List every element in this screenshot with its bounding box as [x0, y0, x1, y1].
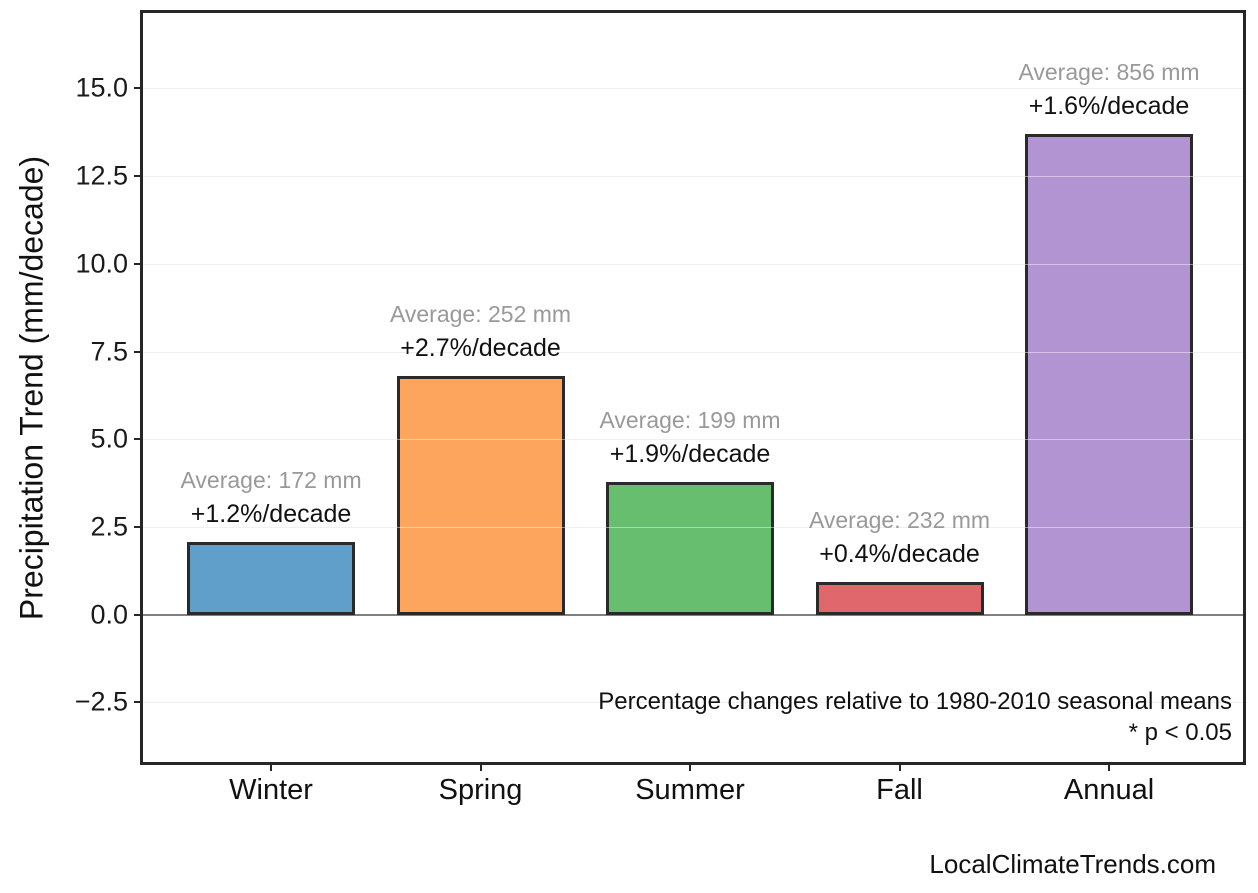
average-label: Average: 252 mm: [389, 301, 572, 328]
x-tick-label-fall: Fall: [876, 774, 923, 806]
bar-annotation-annual: Average: 856 mm +1.6%/decade: [899, 58, 1243, 122]
grid-line-overlay: [143, 439, 1243, 441]
grid-line: [143, 439, 1243, 441]
x-tick-label-spring: Spring: [438, 774, 523, 806]
trend-label: +2.7%/decade: [400, 334, 561, 363]
grid-line-overlay: [143, 176, 1243, 178]
trend-label: +0.4%/decade: [819, 540, 980, 569]
plot-frame: Average: 172 mm +1.2%/decade Average: 252 …: [140, 10, 1246, 765]
grid-line-overlay: [143, 702, 1243, 704]
average-label: Average: 856 mm: [1018, 59, 1200, 86]
plot-area: Average: 172 mm +1.2%/decade Average: 252 …: [143, 13, 1243, 762]
grid-line-overlay: [143, 263, 1243, 265]
y-tick-mark: [134, 438, 143, 441]
y-tick-label: 0.0: [90, 599, 128, 630]
y-tick-mark: [134, 175, 143, 178]
y-tick-mark: [134, 613, 143, 616]
y-tick-mark: [134, 262, 143, 265]
grid-line: [143, 702, 1243, 704]
y-tick-mark: [134, 350, 143, 353]
x-tick-mark: [479, 762, 482, 771]
y-tick-label: 5.0: [90, 423, 128, 454]
bar-annotation-summer: Average: 199 mm +1.9%/decade: [480, 406, 900, 470]
average-label: Average: 232 mm: [808, 507, 991, 534]
bar-annotation-spring: Average: 252 mm +2.7%/decade: [271, 300, 691, 364]
x-tick-mark: [270, 762, 273, 771]
trend-label: +1.2%/decade: [190, 500, 352, 529]
x-tick-label-annual: Annual: [1063, 774, 1155, 806]
grid-line: [143, 263, 1243, 265]
watermark: LocalClimateTrends.com: [929, 849, 1216, 879]
grid-line: [143, 88, 1243, 90]
x-tick-mark: [689, 762, 692, 771]
y-tick-label: 2.5: [90, 511, 128, 542]
grid-line: [143, 351, 1243, 353]
grid-line-overlay: [143, 351, 1243, 353]
grid-line: [143, 176, 1243, 178]
trend-label: +1.9%/decade: [609, 440, 771, 469]
plot-notes: Percentage changes relative to 1980-2010…: [598, 686, 1232, 748]
bar-annotation-fall: Average: 232 mm +0.4%/decade: [690, 506, 1110, 570]
y-tick-label: 7.5: [90, 336, 128, 367]
x-tick-label-summer: Summer: [635, 774, 745, 806]
bar-annual: [1025, 134, 1193, 615]
y-tick-mark: [134, 87, 143, 90]
x-tick-mark: [1108, 762, 1111, 771]
y-tick-label: 12.5: [75, 160, 128, 191]
zero-line: [143, 613, 1243, 616]
y-axis-title: Precipitation Trend (mm/decade): [13, 155, 50, 621]
average-label: Average: 199 mm: [599, 407, 781, 434]
bar-annotation-winter: Average: 172 mm +1.2%/decade: [143, 466, 481, 530]
y-tick-mark: [134, 525, 143, 528]
bar-spring: [396, 376, 565, 615]
x-tick-label-winter: Winter: [229, 774, 313, 806]
x-tick-mark: [898, 762, 901, 771]
y-tick-label: −2.5: [74, 686, 128, 717]
bar-winter: [187, 542, 356, 615]
grid-line-overlay: [143, 526, 1243, 528]
baseline-note: Percentage changes relative to 1980-2010…: [598, 688, 1232, 715]
average-label: Average: 172 mm: [180, 467, 362, 494]
significance-note: * p < 0.05: [1128, 719, 1232, 746]
bar-summer: [606, 482, 774, 615]
grid-line-overlay: [143, 88, 1243, 90]
trend-label: +1.6%/decade: [1028, 92, 1190, 121]
bar-fall: [815, 582, 984, 615]
y-tick-label: 10.0: [75, 248, 128, 279]
y-tick-label: 15.0: [75, 72, 128, 103]
y-tick-mark: [134, 701, 143, 704]
